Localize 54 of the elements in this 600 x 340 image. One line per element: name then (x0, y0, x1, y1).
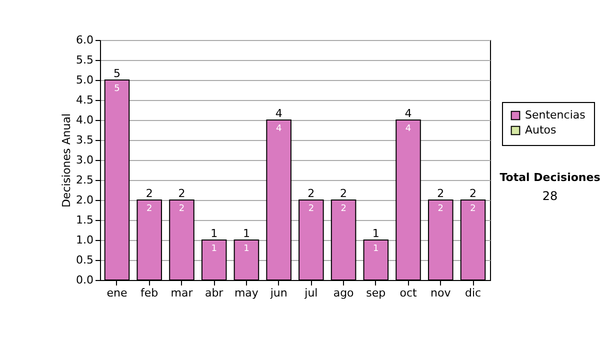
total-label: 1 (210, 227, 218, 240)
data-label: 1 (373, 244, 379, 254)
x-tick-label: ago (333, 286, 354, 300)
x-tick-label: may (234, 286, 259, 300)
y-tick-label: 3.0 (76, 154, 94, 166)
data-label: 2 (470, 204, 476, 214)
data-label: 2 (438, 204, 444, 214)
y-tick-label: 4.0 (76, 114, 94, 126)
data-label: 2 (146, 204, 152, 214)
total-label: 2 (146, 187, 153, 200)
y-tick-label: 2.0 (76, 194, 94, 206)
x-tick-label: jun (269, 286, 288, 300)
data-label: 2 (178, 204, 185, 214)
x-tick-label: abr (204, 286, 224, 300)
y-tick-label: 0.0 (76, 274, 94, 286)
total-label: 1 (242, 227, 250, 240)
y-tick-label: 4.5 (76, 94, 94, 106)
total-label: 2 (308, 187, 315, 200)
legend-label: Autos (525, 124, 557, 136)
y-tick-label: 1.5 (76, 214, 94, 226)
y-tick-label: 5.0 (76, 74, 94, 86)
y-tick-label: 6.0 (76, 34, 94, 46)
x-tick-label: nov (430, 286, 452, 300)
data-label: 1 (211, 244, 217, 254)
data-label: 2 (308, 204, 314, 214)
y-tick-label: 5.5 (76, 54, 94, 66)
x-tick-label: jul (304, 286, 318, 300)
x-tick-label: dic (464, 286, 482, 300)
x-tick-label: mar (170, 286, 194, 300)
y-tick-label: 0.5 (76, 254, 94, 266)
legend-label: Sentencias (525, 108, 586, 122)
y-tick-label: 1.0 (76, 234, 94, 246)
data-label: 2 (340, 204, 346, 214)
y-axis-title: Decisiones Anual (60, 113, 74, 208)
x-tick-label: ene (106, 286, 128, 300)
total-label: 2 (178, 187, 186, 200)
total-label: 4 (404, 107, 412, 120)
data-label: 5 (114, 84, 120, 94)
data-label: 4 (405, 124, 412, 134)
x-tick-label: feb (140, 286, 158, 300)
total-label: 2 (340, 187, 348, 200)
y-tick-label: 3.5 (76, 134, 94, 146)
x-tick-label: oct (400, 286, 418, 300)
text: 28 (542, 189, 558, 203)
data-label: 4 (276, 124, 282, 134)
text: Total Decisiones (500, 171, 600, 184)
data-label: 1 (244, 244, 250, 254)
total-label: 1 (372, 227, 380, 240)
total-label: 2 (437, 187, 444, 200)
x-tick-label: sep (366, 286, 386, 300)
total-label: 5 (113, 67, 120, 80)
total-label: 4 (275, 107, 282, 120)
y-tick-label: 2.5 (76, 174, 94, 186)
total-label: 2 (470, 187, 477, 200)
